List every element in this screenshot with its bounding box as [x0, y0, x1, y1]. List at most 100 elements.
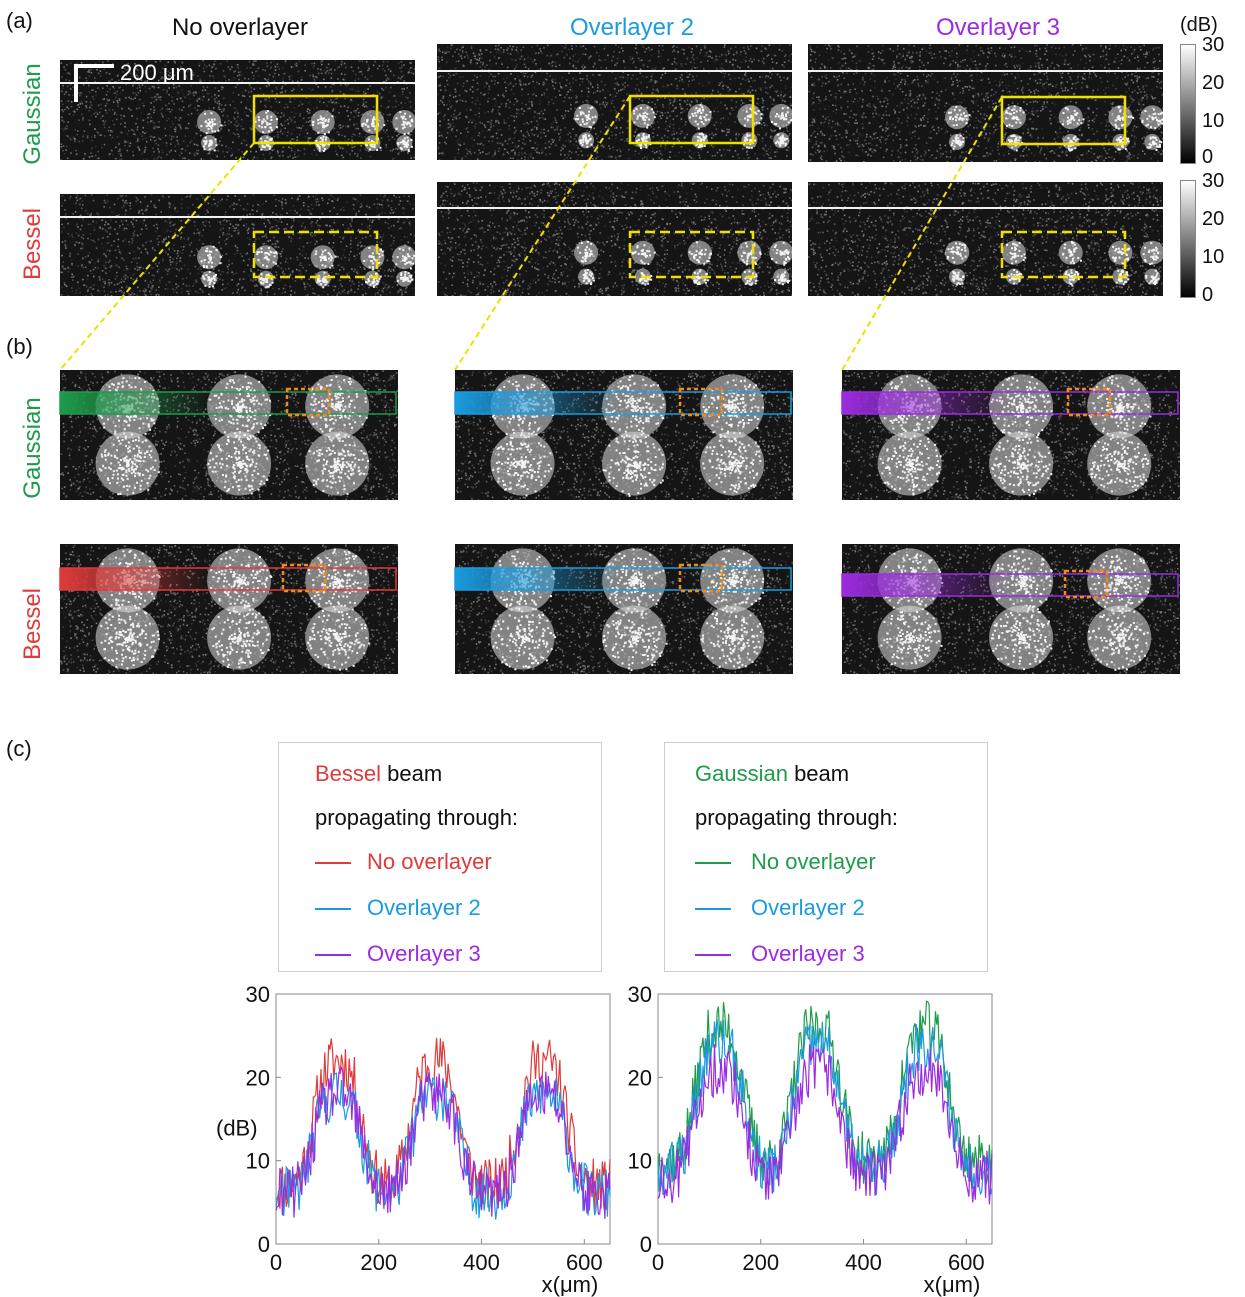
- y-axis-label: (dB): [216, 1115, 258, 1140]
- series-line: [657, 1000, 993, 1187]
- legend-gaussian-beam-name: Gaussian: [695, 761, 788, 786]
- y-tick-label: 20: [628, 1065, 652, 1090]
- orange-box-gaussian-overlayer-3: [1066, 387, 1112, 417]
- roi-overlay: [59, 94, 1127, 371]
- x-tick-label: 600: [948, 1250, 985, 1275]
- x-tick-label: 600: [566, 1250, 603, 1275]
- orange-box-gaussian-no-overlayer: [285, 387, 331, 417]
- plot-frame: [657, 993, 993, 1245]
- legend-gaussian-beam-suffix: beam: [788, 761, 849, 786]
- colorbar-tick-10: 10: [1202, 110, 1224, 133]
- orange-box-gaussian-overlayer-2: [678, 387, 724, 417]
- speckle-texture: [808, 182, 1163, 296]
- orange-box-bessel-overlayer-3: [1063, 569, 1109, 599]
- roi-box-bessel-no-overlayer: [252, 230, 379, 279]
- profile-strip-gaussian-overlayer-3: [841, 391, 1179, 415]
- y-tick-label: 0: [640, 1232, 652, 1257]
- series-line: [657, 1044, 993, 1205]
- colorbar-tick-30: 30: [1202, 34, 1224, 57]
- legend-gaussian-label-overlayer-3: Overlayer 3: [751, 941, 865, 967]
- x-tick-label: 200: [360, 1250, 397, 1275]
- zoom-line-no-overlayer: [59, 142, 255, 371]
- x-tick-label: 400: [463, 1250, 500, 1275]
- legend-bessel-label-no-overlayer: No overlayer: [367, 849, 492, 875]
- profile-chart-gaussian: 0 200 400 600 0 10 20 30 x(μm): [628, 982, 993, 1297]
- roi-box-bessel-overlayer-2: [628, 230, 755, 279]
- colorbar-tick-20: 20: [1202, 72, 1224, 95]
- orange-box-bessel-overlayer-2: [678, 563, 724, 593]
- legend-bessel-line-overlayer-3: [315, 954, 351, 956]
- y-tick-label: 10: [628, 1149, 652, 1174]
- x-tick-label: 0: [652, 1250, 664, 1275]
- zoom-line-overlayer-3: [841, 96, 1003, 371]
- profile-strip-bessel-overlayer-2: [454, 567, 792, 591]
- speckle-texture: [437, 44, 792, 160]
- y-tick-label: 30: [628, 982, 652, 1007]
- legend-bessel-label-overlayer-2: Overlayer 2: [367, 895, 481, 921]
- y-tick-label: 20: [246, 1065, 270, 1090]
- series-line: [275, 1072, 611, 1220]
- legend-gaussian-title: Gaussian beam: [695, 761, 849, 787]
- profile-strip-bessel-overlayer-3: [841, 573, 1179, 597]
- legend-gaussian-line-overlayer-2: [695, 908, 731, 910]
- profile-chart-bessel: 0 200 400 600 0 10 20 30 (dB) x(μm): [216, 982, 611, 1297]
- speckle-texture: [808, 44, 1163, 162]
- legend-gaussian-label-no-overlayer: No overlayer: [751, 849, 876, 875]
- roi-box-gaussian-overlayer-3: [1000, 95, 1127, 146]
- legend-bessel-title: Bessel beam: [315, 761, 442, 787]
- colorbar-tick-20: 20: [1202, 208, 1224, 231]
- plot-frame: [275, 993, 611, 1245]
- scale-bar: [74, 64, 114, 102]
- y-tick-label: 10: [246, 1149, 270, 1174]
- profile-strip-gaussian-no-overlayer: [59, 391, 397, 415]
- series-line: [275, 1066, 611, 1219]
- zoom-line-overlayer-2: [454, 95, 631, 371]
- legend-gaussian-subtitle: propagating through:: [695, 805, 898, 831]
- legend-gaussian-line-no-overlayer: [695, 862, 731, 864]
- roi-box-gaussian-overlayer-2: [628, 94, 755, 145]
- column-title-no-overlayer: No overlayer: [120, 14, 360, 42]
- x-axis-label: x(μm): [924, 1272, 981, 1297]
- legend-bessel-line-overlayer-2: [315, 908, 351, 910]
- oct-image-bessel-overlayer-2: [437, 182, 792, 296]
- colorbar-tick-0: 0: [1202, 284, 1213, 307]
- x-tick-label: 200: [742, 1250, 779, 1275]
- legend-bessel-beam-suffix: beam: [381, 761, 442, 786]
- colorbar-unit: (dB): [1180, 14, 1218, 37]
- oct-image-bessel-overlayer-3: [808, 182, 1163, 296]
- colorbar-tick-30: 30: [1202, 170, 1224, 193]
- series-line: [275, 1037, 611, 1211]
- profile-strip-bessel-no-overlayer: [59, 567, 397, 591]
- panel-label-c: (c): [6, 736, 32, 762]
- oct-image-bessel-no-overlayer: [60, 194, 415, 296]
- oct-image-gaussian-overlayer-3: [808, 44, 1163, 162]
- colorbar-bessel: [1180, 180, 1196, 298]
- x-tick-label: 0: [270, 1250, 282, 1275]
- oct-image-gaussian-overlayer-2: [437, 44, 792, 160]
- series-line: [657, 1019, 993, 1196]
- colorbar-tick-0: 0: [1202, 146, 1213, 169]
- roi-box-bessel-overlayer-3: [1000, 230, 1127, 279]
- x-axis-label: x(μm): [542, 1272, 599, 1297]
- speckle-texture: [455, 544, 793, 674]
- speckle-texture: [437, 182, 792, 296]
- panel-label-b: (b): [6, 334, 33, 360]
- colorbar-tick-10: 10: [1202, 246, 1224, 269]
- legend-bessel: Bessel beam propagating through: No over…: [278, 742, 602, 972]
- speckle-texture: [60, 60, 415, 160]
- legend-bessel-line-no-overlayer: [315, 862, 351, 864]
- legend-gaussian-label-overlayer-2: Overlayer 2: [751, 895, 865, 921]
- legend-bessel-beam-name: Bessel: [315, 761, 381, 786]
- profile-strip-overlay: [59, 387, 1179, 599]
- profile-strip-gaussian-overlayer-2: [454, 391, 792, 415]
- zoom-image-bessel-overlayer-2: [455, 544, 793, 674]
- column-title-overlayer-3: Overlayer 3: [878, 14, 1118, 42]
- legend-gaussian: Gaussian beam propagating through: No ov…: [664, 742, 988, 972]
- y-tick-label: 30: [246, 982, 270, 1007]
- scale-bar-label: 200 μm: [120, 60, 194, 86]
- legend-bessel-subtitle: propagating through:: [315, 805, 518, 831]
- speckle-texture: [60, 194, 415, 296]
- legend-bessel-label-overlayer-3: Overlayer 3: [367, 941, 481, 967]
- legend-gaussian-line-overlayer-3: [695, 954, 731, 956]
- x-tick-label: 400: [845, 1250, 882, 1275]
